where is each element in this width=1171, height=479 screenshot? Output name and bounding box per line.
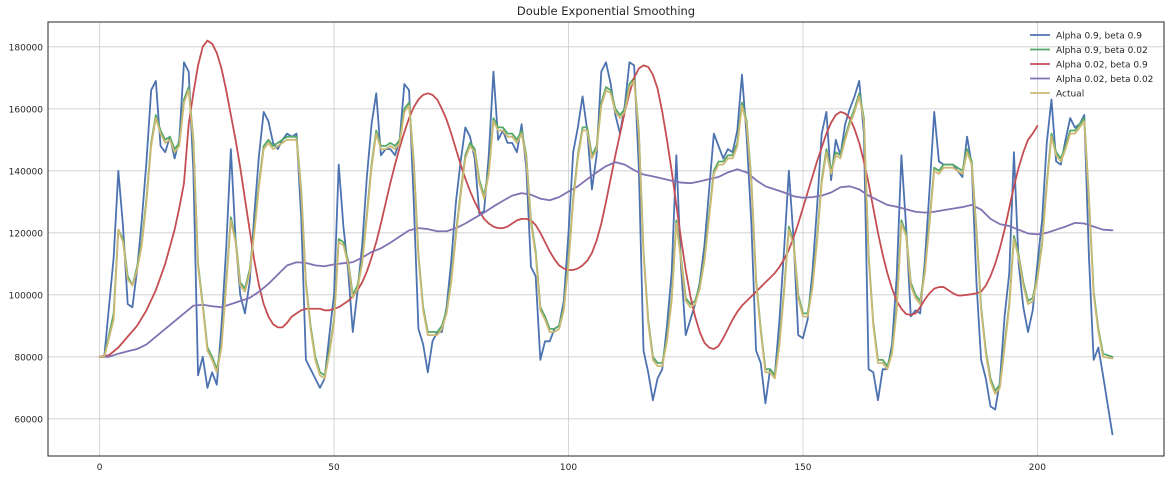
legend-label-2: Alpha 0.02, beta 0.9	[1056, 61, 1148, 71]
y-tick-label: 60000	[14, 415, 43, 425]
series-line-4	[98, 80, 1114, 395]
tick-labels: 0 50 100 150 200 60000 80000 100000 120000 140000…	[9, 43, 1047, 473]
y-tick-label: 120000	[9, 229, 44, 239]
y-tick-label: 80000	[14, 353, 43, 363]
x-tick-label: 0	[97, 463, 103, 473]
legend-label-4: Actual	[1056, 90, 1084, 100]
series-line-2	[98, 39, 1039, 358]
series-line-3	[98, 161, 1114, 358]
legend-label-1: Alpha 0.9, beta 0.02	[1056, 46, 1148, 56]
y-tick-label: 140000	[9, 167, 44, 177]
x-tick-label: 200	[1029, 463, 1046, 473]
legend-label-0: Alpha 0.9, beta 0.9	[1056, 32, 1142, 42]
series-line-1	[98, 76, 1114, 392]
x-tick-label: 150	[794, 463, 811, 473]
x-tick-label: 50	[328, 463, 340, 473]
legend: Alpha 0.9, beta 0.9 Alpha 0.9, beta 0.02 A…	[1030, 32, 1153, 100]
chart-title: Double Exponential Smoothing	[517, 4, 695, 18]
y-tick-label: 180000	[9, 43, 44, 53]
y-tick-label: 160000	[9, 105, 44, 115]
legend-label-3: Alpha 0.02, beta 0.02	[1056, 75, 1153, 85]
x-tick-label: 100	[560, 463, 577, 473]
y-tick-label: 100000	[9, 291, 44, 301]
series-line-0	[98, 61, 1114, 436]
plot-frame	[47, 21, 1165, 457]
series-lines	[98, 39, 1114, 436]
